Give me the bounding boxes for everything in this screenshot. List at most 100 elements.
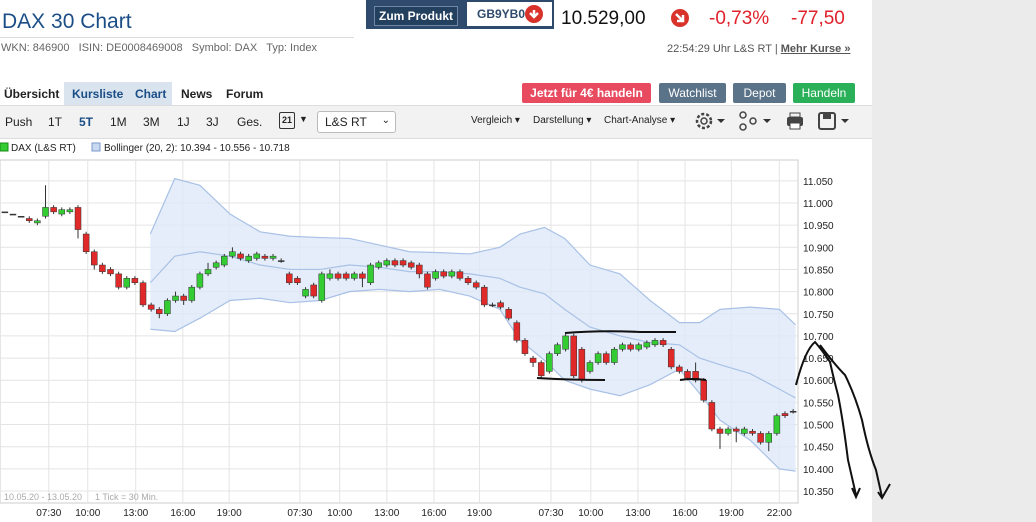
candle-body [1,211,9,214]
candle-body [221,255,228,266]
hand-drawn-annotations [536,330,891,500]
trade-button[interactable]: Handeln [793,83,855,103]
y-tick-label: 10.850 [803,265,834,276]
candle-body [521,340,529,354]
candle-body [261,255,269,259]
candle-body [391,260,399,266]
candle-body [245,255,252,261]
candle-body [212,262,220,268]
save-icon[interactable] [818,112,849,130]
x-tick-label: 13:00 [123,508,148,519]
y-tick-label: 10.650 [803,354,834,365]
candle-body [586,362,594,372]
candle-body [781,413,789,416]
print-icon[interactable] [787,112,803,130]
candle-body [302,289,309,297]
candle-body [351,273,358,279]
candle-body [66,209,74,213]
product-icon [525,5,543,23]
menu[interactable]: Darstellung ▾ [533,115,592,126]
period[interactable]: Ges. [237,115,263,129]
candle-body [188,286,196,301]
menu[interactable]: Chart-Analyse ▾ [604,115,676,126]
candle-body [42,207,49,217]
candle-body [505,309,512,319]
y-tick-label: 10.900 [803,243,834,254]
candle-body [115,273,122,288]
candle-body [34,220,41,224]
candle-body [375,262,382,268]
more-link[interactable]: Mehr Kurse » [780,43,851,55]
period[interactable]: 3M [143,115,160,129]
y-tick-label: 10.750 [803,310,834,321]
candle-body [635,344,642,350]
candle-body [611,348,618,363]
candle-body [513,322,521,341]
product-button[interactable]: Zum Produkt [374,6,458,26]
bollinger-band [150,178,796,472]
candle-body [659,340,667,346]
depot-button[interactable]: Depot [733,83,786,103]
tab[interactable]: Kursliste [72,87,124,101]
candle-body [667,348,675,368]
candle-body [749,430,756,434]
tab[interactable]: Übersicht [4,87,60,101]
tab[interactable]: News [181,87,213,101]
candle-body [619,344,626,350]
period[interactable]: 1M [110,115,127,129]
candle-body [229,251,236,257]
candle-body [424,273,431,288]
candle-body [562,335,569,350]
period[interactable]: 3J [206,115,219,129]
candle-body [367,264,374,284]
candle-body [237,253,244,259]
x-tick-label: 22:00 [767,508,792,519]
period[interactable]: 1J [177,115,190,129]
tick-info: 1 Tick = 30 Min. [95,492,158,502]
candle-body [342,273,350,279]
candle-body [318,273,326,301]
product-code[interactable]: GB9YB0 [477,7,526,21]
y-tick-label: 11.050 [803,177,833,188]
trend-icon [671,9,689,27]
candle-body [147,304,155,310]
candle-body [294,278,301,284]
tab-highlight [64,82,172,105]
date-range: 10.05.20 - 13.05.20 [4,492,82,502]
candle-body [359,273,366,279]
calendar-icon[interactable]: 21 [279,112,295,129]
x-tick-label: 07:30 [36,508,61,519]
menu[interactable]: Vergleich ▾ [471,115,520,126]
candle-body [578,348,586,381]
exchange-select[interactable]: L&S RT ⌄ [317,111,396,133]
title: DAX 30 Chart [2,10,132,33]
trade-offer-button[interactable]: Jetzt für 4€ handeln [522,83,651,103]
candle-body [440,271,447,277]
y-tick-label: 10.450 [803,443,834,454]
candle-body [708,402,716,430]
wkn: WKN: 846900 [1,42,70,54]
candle-body [765,433,772,443]
candle-body [74,207,82,230]
candle-body [196,273,204,288]
share-icon[interactable] [739,111,771,131]
period[interactable]: 5T [79,115,94,129]
type: Typ: Index [266,42,317,54]
settings-icon[interactable] [695,112,725,130]
tab[interactable]: Forum [226,87,264,101]
change-abs: -77,50 [791,8,845,29]
candle-body [17,216,25,218]
bollinger-lower [150,288,796,472]
candle-body [123,278,131,288]
candle-body [50,207,57,213]
y-tick-label: 10.500 [803,421,834,432]
candle-body [529,357,537,363]
period[interactable]: Push [5,115,33,129]
legend-swatch [91,142,101,152]
x-tick-label: 07:30 [538,508,563,519]
candle-body [326,273,334,279]
tab[interactable]: Chart [135,87,167,101]
watchlist-button[interactable]: Watchlist [659,83,726,103]
period[interactable]: 1T [48,115,63,129]
